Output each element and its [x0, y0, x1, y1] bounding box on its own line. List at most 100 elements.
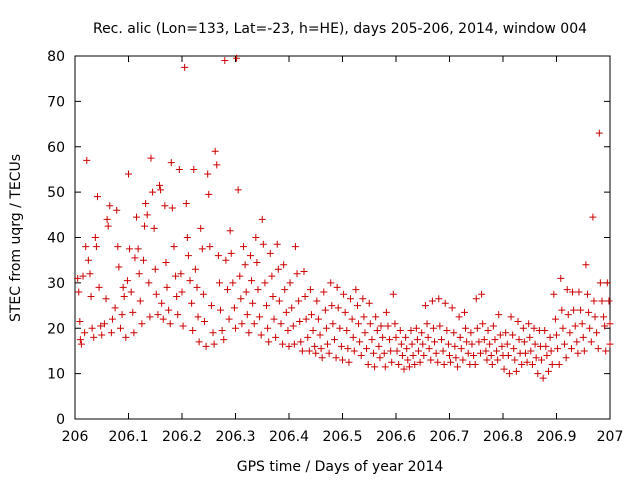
- data-point: [312, 349, 320, 357]
- data-point: [418, 329, 426, 337]
- data-point: [386, 336, 394, 344]
- data-point: [217, 306, 225, 314]
- data-point: [391, 320, 399, 328]
- data-point: [250, 320, 258, 328]
- data-point: [344, 345, 352, 353]
- data-point: [90, 333, 98, 341]
- data-point: [249, 299, 257, 307]
- data-point: [586, 324, 594, 332]
- data-point: [215, 279, 223, 287]
- data-point: [86, 270, 94, 278]
- data-point: [142, 199, 150, 207]
- data-point: [496, 331, 504, 339]
- data-point: [229, 279, 237, 287]
- data-point: [302, 315, 310, 323]
- data-point: [404, 356, 412, 364]
- data-point: [363, 345, 371, 353]
- data-point: [316, 331, 324, 339]
- data-point: [493, 347, 501, 355]
- data-point: [538, 356, 546, 364]
- data-point: [544, 367, 552, 375]
- data-point: [373, 327, 381, 335]
- data-point: [550, 290, 558, 298]
- data-point: [364, 361, 372, 369]
- data-point: [444, 340, 452, 348]
- data-point: [146, 313, 154, 321]
- data-point: [381, 363, 389, 371]
- data-point: [504, 351, 512, 359]
- data-point: [313, 297, 321, 305]
- x-tick-label: 206.3: [215, 429, 255, 445]
- data-point: [166, 320, 174, 328]
- x-tick-label: 206: [62, 429, 89, 445]
- data-point: [606, 340, 614, 348]
- data-point: [584, 290, 592, 298]
- data-point: [502, 329, 510, 337]
- data-point: [139, 256, 147, 264]
- data-point: [437, 336, 445, 344]
- data-point: [238, 320, 246, 328]
- data-point: [233, 54, 241, 62]
- data-point: [350, 347, 358, 355]
- data-point: [243, 311, 251, 319]
- x-axis-label: GPS time / Days of year 2014: [237, 459, 444, 475]
- x-tick-label: 206.5: [322, 429, 362, 445]
- data-point: [498, 342, 506, 350]
- data-point: [359, 295, 367, 303]
- data-point: [123, 277, 131, 285]
- data-point: [266, 249, 274, 257]
- data-point: [393, 347, 401, 355]
- data-point: [321, 306, 329, 314]
- data-point: [257, 331, 265, 339]
- data-point: [468, 340, 476, 348]
- data-point: [573, 338, 581, 346]
- data-point: [388, 358, 396, 366]
- data-point: [368, 336, 376, 344]
- data-point: [102, 295, 110, 303]
- data-point: [398, 351, 406, 359]
- data-point: [425, 345, 433, 353]
- data-point: [307, 311, 315, 319]
- data-point: [165, 306, 173, 314]
- data-point: [130, 329, 138, 337]
- data-point: [111, 304, 119, 312]
- data-point: [472, 295, 480, 303]
- data-point: [234, 186, 242, 194]
- data-point: [328, 302, 336, 310]
- data-point: [443, 327, 451, 335]
- data-point: [263, 302, 271, 310]
- data-point: [127, 288, 135, 296]
- data-point: [534, 370, 542, 378]
- data-point: [486, 340, 494, 348]
- data-point: [181, 63, 189, 71]
- data-point: [297, 338, 305, 346]
- data-point: [587, 338, 595, 346]
- data-point: [397, 340, 405, 348]
- data-point: [320, 288, 328, 296]
- data-point: [285, 342, 293, 350]
- data-point: [601, 322, 609, 330]
- data-point: [143, 211, 151, 219]
- data-point: [333, 283, 341, 291]
- data-point: [115, 263, 123, 271]
- data-point: [279, 340, 287, 348]
- data-point: [518, 361, 526, 369]
- data-point: [220, 336, 228, 344]
- data-point: [159, 315, 167, 323]
- data-point: [150, 224, 158, 232]
- data-point: [92, 243, 100, 251]
- data-point: [424, 333, 432, 341]
- data-point: [420, 351, 428, 359]
- data-point: [288, 304, 296, 312]
- data-point: [531, 340, 539, 348]
- data-point: [482, 347, 490, 355]
- data-point: [296, 317, 304, 325]
- data-point: [372, 313, 380, 321]
- data-point: [221, 57, 229, 65]
- data-point: [134, 245, 142, 253]
- data-point: [555, 361, 563, 369]
- data-point: [475, 338, 483, 346]
- data-point: [530, 324, 538, 332]
- data-point: [213, 161, 221, 169]
- data-point: [603, 279, 611, 287]
